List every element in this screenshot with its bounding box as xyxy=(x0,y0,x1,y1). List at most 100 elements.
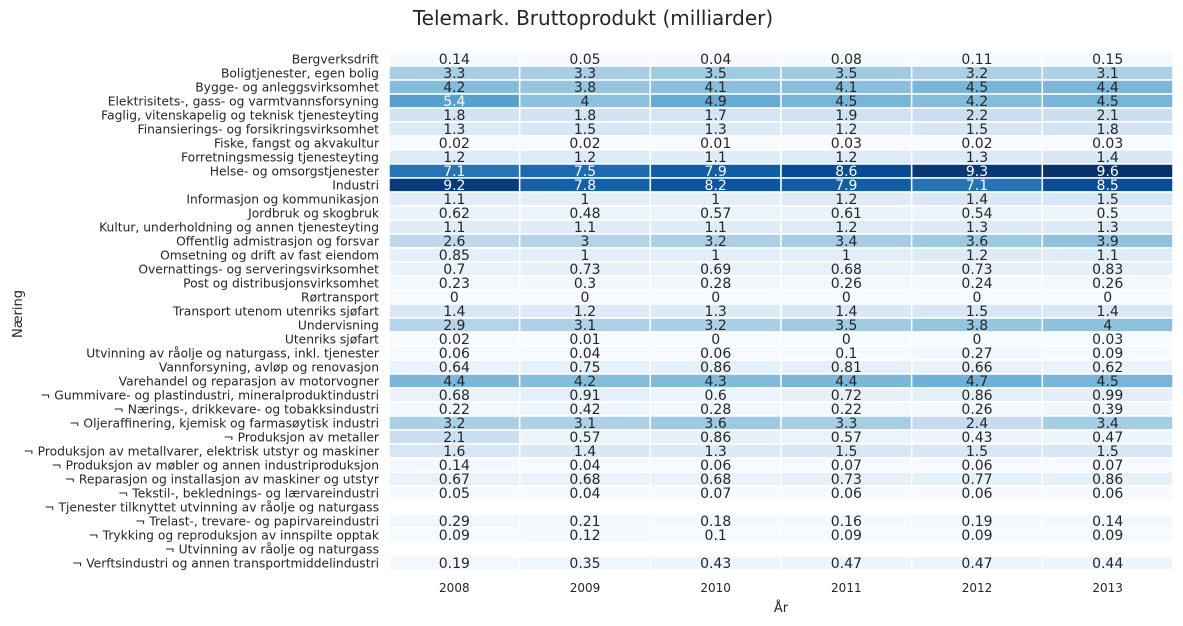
y-tick-label: ¬ Gummivare- og plastindustri, mineralpr… xyxy=(40,389,379,403)
cell-value-label: 0.39 xyxy=(1092,402,1123,418)
cell-value-label: 1 xyxy=(581,248,590,264)
y-tick-label: ¬ Utvinning av råolje og naturgass xyxy=(164,543,379,557)
cell-value-label: 0.14 xyxy=(439,52,470,68)
y-tick-label: Helse- og omsorgstjenester xyxy=(210,165,380,179)
cell-value-label: 0.23 xyxy=(439,276,470,292)
y-tick-label: ¬ Trelast-, trevare- og papirvareindustr… xyxy=(135,515,379,529)
cell-value-label: 0.68 xyxy=(831,262,862,278)
cell-value-label: 1.5 xyxy=(1097,192,1119,208)
cell-value-label: 4.5 xyxy=(835,94,857,110)
cell-value-label: 0.09 xyxy=(439,528,470,544)
y-tick-label: ¬ Produksjon av metallvarer, elektrisk u… xyxy=(23,445,380,459)
cell-value-label: 0.62 xyxy=(1092,360,1123,376)
cell-value-label: 0 xyxy=(581,290,590,306)
cell-value-label: 0.05 xyxy=(569,52,600,68)
cell-value-label: 4 xyxy=(1103,318,1112,334)
cell-value-label: 0.06 xyxy=(961,458,992,474)
cell-value-label: 0.04 xyxy=(569,486,600,502)
cell-value-label: 9.6 xyxy=(1097,164,1119,180)
cell-value-label: 4.4 xyxy=(835,374,857,390)
cell-value-label: 1.3 xyxy=(966,150,988,166)
cell-value-label: 0.16 xyxy=(831,514,862,530)
cell-value-label: 0.14 xyxy=(1092,514,1123,530)
cell-value-label: 0.64 xyxy=(439,360,470,376)
cell-value-label: 0 xyxy=(711,332,720,348)
cell-value-label: 0.26 xyxy=(1092,276,1123,292)
cell-value-label: 0.72 xyxy=(831,388,862,404)
cell-value-label: 3.2 xyxy=(966,66,988,82)
y-tick-label: ¬ Produksjon av metaller xyxy=(223,431,380,445)
y-tick-label: Bygge- og anleggsvirksomhet xyxy=(195,81,379,95)
cell-value-label: 0.28 xyxy=(700,276,731,292)
cell-value-label: 3.3 xyxy=(574,66,596,82)
cell-value-label: 1.3 xyxy=(705,304,727,320)
cell-value-label: 1.4 xyxy=(443,304,465,320)
cell-value-label: 4.2 xyxy=(443,80,465,96)
cell-value-label: 2.1 xyxy=(1097,108,1119,124)
y-tick-label: Fiske, fangst og akvakultur xyxy=(214,137,380,151)
cell-value-label: 1.3 xyxy=(1097,220,1119,236)
cell-value-label: 7.1 xyxy=(966,178,988,194)
cell-value-label: 1.1 xyxy=(443,220,465,236)
cell-value-label: 3.1 xyxy=(1097,66,1119,82)
cell-value-label: 1.3 xyxy=(705,122,727,138)
cell-value-label: 0.09 xyxy=(831,528,862,544)
cell-value-label: 0.86 xyxy=(700,430,731,446)
y-tick-label: ¬ Tjenester tilknyttet utvinning av råol… xyxy=(44,501,379,515)
cell-value-label: 0.18 xyxy=(700,514,731,530)
cell-value-label: 4.4 xyxy=(443,374,465,390)
cell-value-label: 0.01 xyxy=(569,332,600,348)
y-axis-label: Næring xyxy=(11,290,26,338)
cell-value-label: 1 xyxy=(711,192,720,208)
y-tick-label: ¬ Oljeraffinering, kjemisk og farmasøyti… xyxy=(69,417,379,431)
cell-value-label: 0.47 xyxy=(831,556,862,572)
cell-value-label: 0.86 xyxy=(700,360,731,376)
heatmap-cell xyxy=(1041,485,1174,501)
heatmap-cell xyxy=(1041,555,1174,571)
cell-value-label: 0.07 xyxy=(700,486,731,502)
cell-value-label: 0.19 xyxy=(439,556,470,572)
cell-value-label: 0.48 xyxy=(569,206,600,222)
cell-value-label: 0.26 xyxy=(961,402,992,418)
y-tick-label: Forretningsmessig tjenesteyting xyxy=(181,151,379,165)
cell-value-label: 1.3 xyxy=(705,444,727,460)
cell-value-label: 0.04 xyxy=(569,346,600,362)
cell-value-label: 7.9 xyxy=(835,178,857,194)
cell-value-label: 1.4 xyxy=(835,304,857,320)
y-tick-label: ¬ Nærings-, drikkevare- og tobakksindust… xyxy=(114,403,379,417)
cell-value-label: 0.06 xyxy=(961,486,992,502)
cell-value-label: 4.3 xyxy=(705,374,727,390)
cell-value-label: 0.54 xyxy=(961,206,992,222)
cell-value-label: 7.8 xyxy=(574,178,596,194)
x-tick-labels: 2008 2009 2010 2011 2012 2013 xyxy=(439,581,1123,595)
cell-value-label: 0.3 xyxy=(574,276,596,292)
cell-value-label: 2.6 xyxy=(443,234,465,250)
cell-value-label: 3.1 xyxy=(574,318,596,334)
y-tick-label: ¬ Reparasjon og installasjon av maskiner… xyxy=(65,473,380,487)
cell-value-label: 0.73 xyxy=(961,262,992,278)
y-tick-label: Elektrisitets-, gass- og varmtvannsforsy… xyxy=(108,95,379,109)
cell-value-label: 0.24 xyxy=(961,276,992,292)
cell-value-label: 0 xyxy=(973,290,982,306)
cell-value-label: 0 xyxy=(973,332,982,348)
cell-value-label: 5.4 xyxy=(443,94,465,110)
cell-value-label: 4.4 xyxy=(1097,80,1119,96)
cell-value-label: 7.9 xyxy=(705,164,727,180)
cell-value-label: 1.2 xyxy=(966,248,988,264)
x-tick-label: 2011 xyxy=(831,581,862,595)
y-tick-label: Transport utenom utenriks sjøfart xyxy=(172,305,379,319)
cell-value-label: 3.2 xyxy=(705,234,727,250)
cell-value-label: 0.02 xyxy=(439,136,470,152)
cell-value-label: 0.62 xyxy=(439,206,470,222)
cell-value-label: 1.8 xyxy=(443,108,465,124)
cell-value-label: 1.5 xyxy=(966,304,988,320)
cell-value-label: 0.21 xyxy=(569,514,600,530)
cell-value-label: 0.86 xyxy=(1092,472,1123,488)
cell-value-label: 1.5 xyxy=(835,444,857,460)
cell-value-label: 2.2 xyxy=(966,108,988,124)
cell-value-label: 0.07 xyxy=(1092,458,1123,474)
cell-value-label: 9.2 xyxy=(443,178,465,194)
cell-value-label: 0.1 xyxy=(835,346,857,362)
heatmap-cell xyxy=(1041,527,1174,543)
